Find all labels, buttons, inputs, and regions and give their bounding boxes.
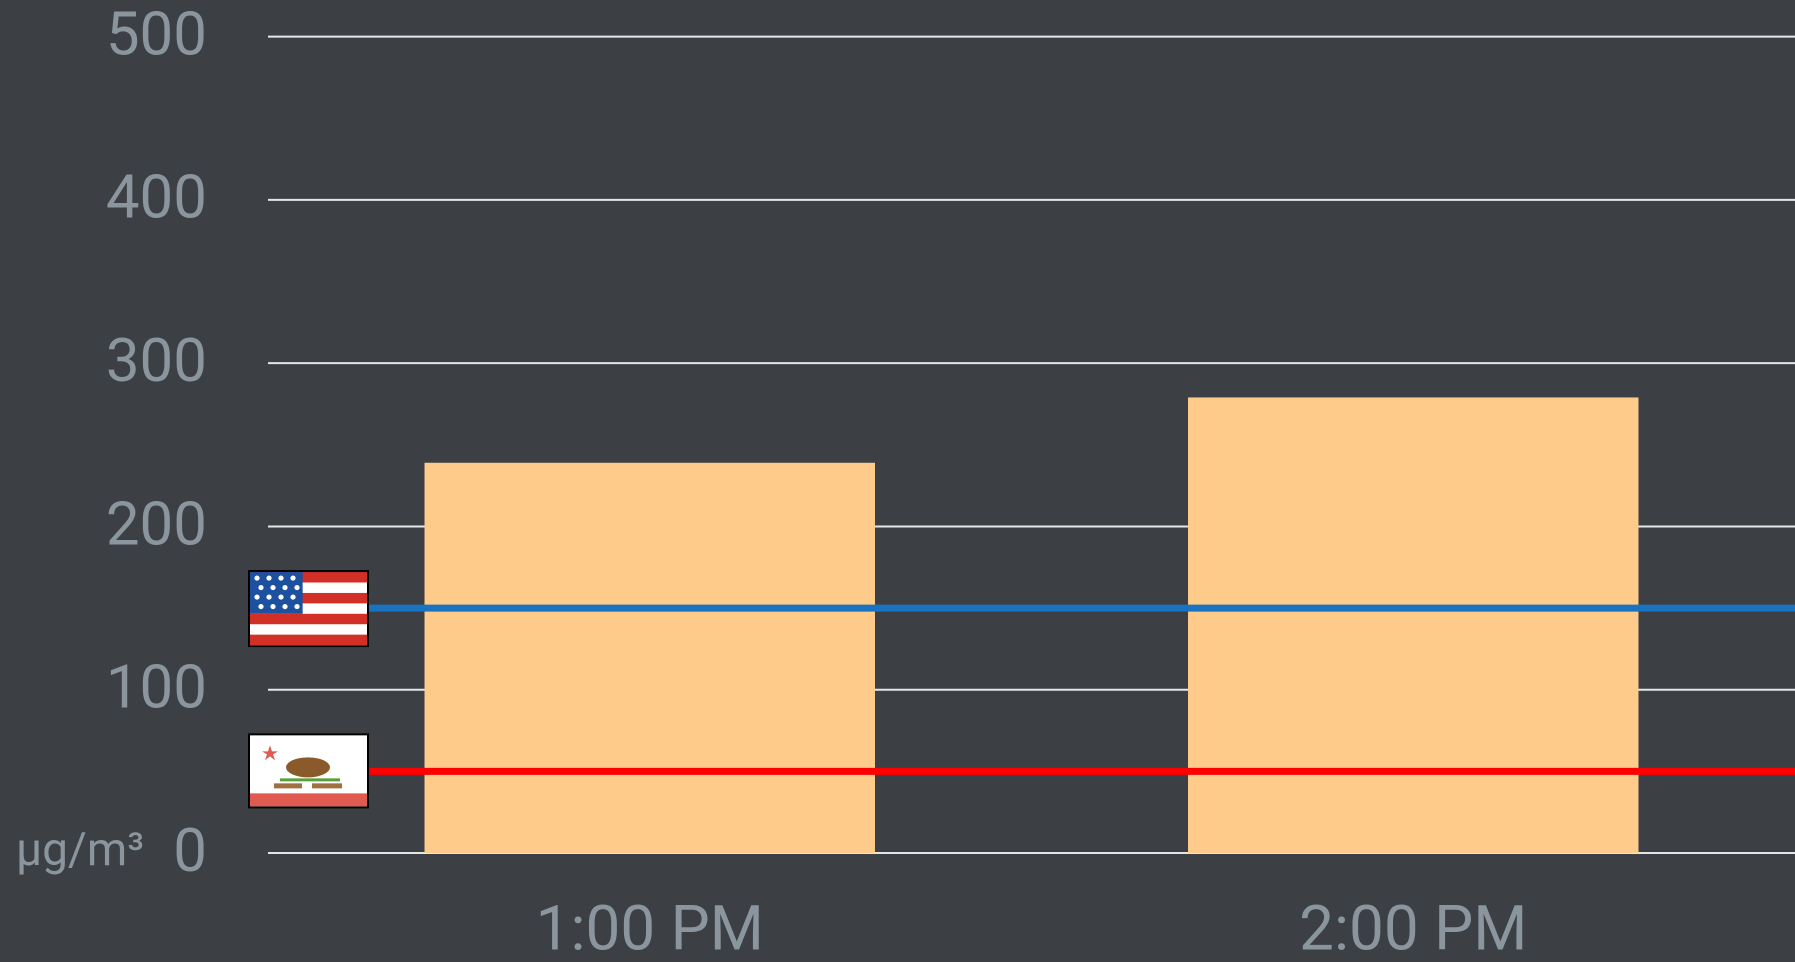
y-tick-label: 400 (106, 162, 207, 233)
flag-stripe (250, 572, 367, 584)
flag-star (258, 603, 264, 610)
bar (1188, 397, 1639, 853)
flag-stripe (250, 603, 367, 615)
flag-star (262, 745, 278, 761)
flag-star (282, 603, 288, 610)
flag-star (294, 584, 300, 591)
y-tick-label: 200 (106, 488, 207, 559)
flag-star (278, 575, 284, 581)
flag-star (254, 594, 260, 600)
flag-star (278, 594, 284, 600)
flag-stripe (250, 634, 367, 646)
flag-text (274, 783, 302, 789)
flag-text (312, 783, 342, 789)
y-tick-label: 500 (106, 0, 207, 69)
reference-flag (248, 570, 369, 648)
flag-grass (280, 778, 340, 782)
x-tick-label: 2:00 PM (1299, 892, 1527, 962)
flag-stripe (250, 613, 367, 625)
y-tick-label: 300 (106, 325, 207, 396)
flag-star (270, 584, 276, 591)
flag-stripe (250, 592, 367, 604)
y-unit-label: µg/m³ (16, 823, 144, 877)
flag-bear (286, 757, 330, 778)
flag-star (266, 594, 272, 600)
flag-star (282, 584, 288, 591)
flag-star (270, 603, 276, 610)
flag-star (290, 575, 296, 581)
x-tick-label: 1:00 PM (536, 892, 764, 962)
flag-star (266, 575, 272, 581)
y-tick-label: 100 (106, 652, 207, 723)
flag-stripe (250, 582, 367, 594)
flag-band (250, 793, 367, 807)
flag-star (294, 603, 300, 610)
flag-stripe (250, 624, 367, 636)
y-tick-label: 0 (173, 815, 207, 886)
flag-star (254, 575, 260, 581)
flag-star (290, 594, 296, 600)
reference-flag (248, 733, 369, 809)
bar (424, 462, 875, 853)
flag-star (258, 584, 264, 591)
